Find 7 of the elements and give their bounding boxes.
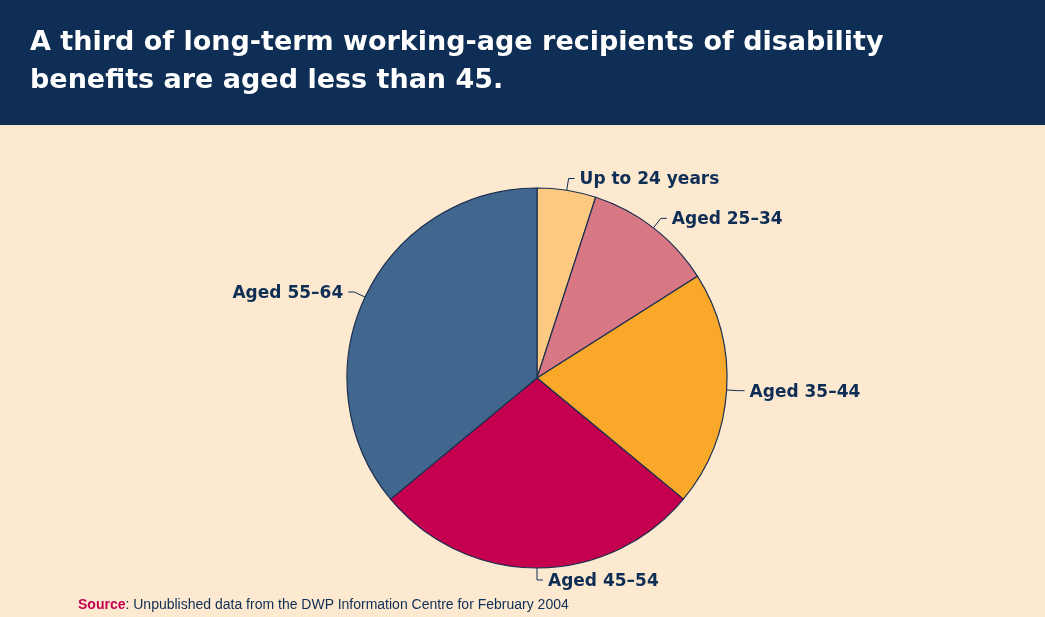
slice-label: Aged 55–64	[232, 281, 344, 302]
slice-label: Aged 45–54	[548, 570, 659, 590]
chart-title: A third of long-term working-age recipients of disability benefits are aged less than 45.	[0, 0, 1045, 125]
slice-label: Aged 25–34	[671, 208, 783, 229]
slice-label: Aged 35–44	[749, 380, 861, 401]
source-note: Source: Unpublished data from the DWP Information Centre for February 2004	[78, 596, 569, 612]
slice-label: Up to 24 years	[579, 168, 720, 189]
